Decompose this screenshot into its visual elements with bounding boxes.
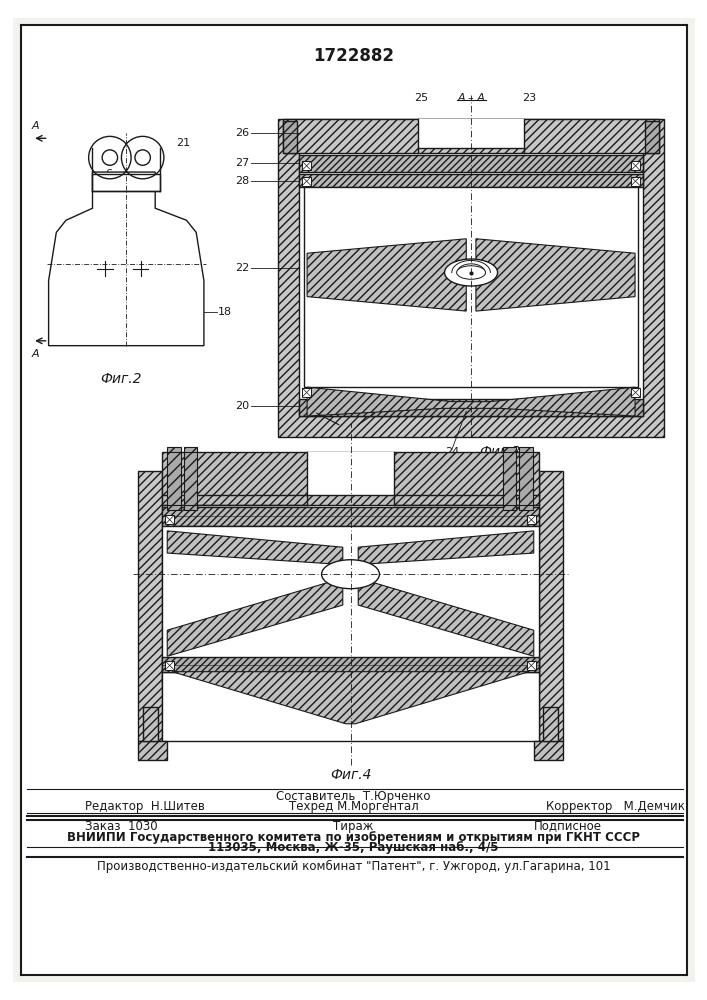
Polygon shape: [307, 387, 635, 416]
Text: Производственно-издательский комбинат "Патент", г. Ужгород, ул.Гагарина, 101: Производственно-издательский комбинат "П…: [97, 860, 610, 873]
Bar: [139, 471, 163, 741]
Text: 113035, Москва, Ж-35, Раушская наб., 4/5: 113035, Москва, Ж-35, Раушская наб., 4/5: [208, 841, 498, 854]
Bar: [165, 515, 174, 524]
Bar: [93, 174, 160, 191]
Text: А – А: А – А: [457, 93, 485, 103]
Bar: [544, 707, 558, 741]
Text: Составитель  Т.Юрченко: Составитель Т.Юрченко: [276, 790, 431, 803]
Bar: [165, 661, 174, 670]
Text: 27: 27: [235, 158, 250, 168]
Bar: [163, 672, 539, 741]
Bar: [299, 174, 643, 187]
Bar: [299, 399, 643, 416]
Text: 1722882: 1722882: [313, 47, 394, 65]
Bar: [283, 121, 298, 153]
Text: Тираж: Тираж: [333, 820, 373, 833]
Ellipse shape: [322, 560, 380, 589]
Polygon shape: [358, 531, 534, 565]
Bar: [168, 447, 181, 510]
Text: 20: 20: [235, 401, 250, 411]
Bar: [304, 187, 638, 387]
Text: 23: 23: [522, 93, 536, 103]
Text: 26: 26: [235, 128, 250, 138]
Text: Фиг.2: Фиг.2: [100, 372, 142, 386]
Bar: [303, 388, 311, 397]
Text: А: А: [31, 349, 39, 359]
Bar: [163, 452, 539, 505]
Bar: [520, 447, 533, 510]
Text: 25: 25: [414, 93, 428, 103]
Bar: [527, 515, 536, 524]
Polygon shape: [358, 578, 534, 656]
Polygon shape: [307, 239, 466, 311]
Bar: [418, 119, 524, 148]
Bar: [163, 657, 539, 672]
Bar: [631, 177, 640, 186]
Text: Техред М.Моргентал: Техред М.Моргентал: [288, 800, 419, 813]
Bar: [303, 177, 311, 186]
Polygon shape: [49, 172, 204, 346]
Text: 22: 22: [235, 263, 250, 273]
Text: 18: 18: [218, 307, 231, 317]
Text: Фиг.3: Фиг.3: [479, 445, 521, 459]
Bar: [139, 741, 168, 760]
Text: Фиг.4: Фиг.4: [329, 768, 371, 782]
Bar: [163, 526, 539, 683]
Text: А: А: [31, 121, 39, 131]
Bar: [278, 119, 664, 437]
Bar: [503, 447, 516, 510]
Text: 6: 6: [105, 169, 112, 179]
Polygon shape: [168, 578, 343, 656]
Text: 28: 28: [235, 176, 250, 186]
Bar: [631, 161, 640, 170]
Bar: [163, 507, 539, 526]
Bar: [299, 140, 643, 416]
Polygon shape: [168, 531, 343, 565]
Polygon shape: [476, 239, 635, 311]
Bar: [184, 447, 197, 510]
Bar: [631, 388, 640, 397]
Bar: [303, 161, 311, 170]
Text: Заказ  1030: Заказ 1030: [86, 820, 158, 833]
Ellipse shape: [445, 259, 498, 286]
Bar: [534, 741, 563, 760]
Text: 24: 24: [445, 447, 459, 457]
Bar: [527, 661, 536, 670]
Bar: [143, 707, 158, 741]
Bar: [539, 471, 563, 741]
Text: Подписное: Подписное: [534, 820, 602, 833]
Bar: [299, 155, 643, 172]
Text: 21: 21: [177, 138, 190, 148]
Text: ВНИИПИ Государственного комитета по изобретениям и открытиям при ГКНТ СССР: ВНИИПИ Государственного комитета по изоб…: [67, 831, 640, 844]
Text: 25: 25: [310, 398, 324, 408]
Bar: [307, 452, 394, 495]
Polygon shape: [172, 672, 529, 724]
Text: 29: 29: [378, 398, 392, 408]
Text: Редактор  Н.Шитев: Редактор Н.Шитев: [86, 800, 205, 813]
Bar: [645, 121, 659, 153]
Text: Корректор   М.Демчик: Корректор М.Демчик: [547, 800, 685, 813]
Bar: [283, 119, 659, 153]
Ellipse shape: [457, 266, 486, 279]
